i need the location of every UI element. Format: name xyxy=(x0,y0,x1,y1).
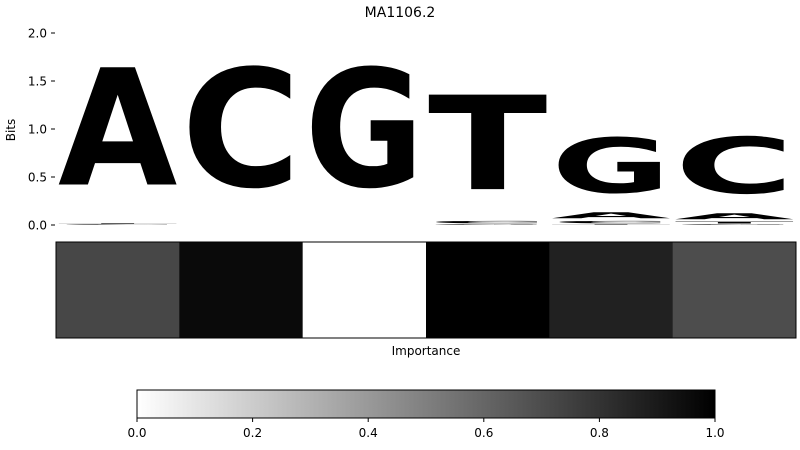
logo-letter-g: G xyxy=(675,224,794,225)
colorbar-ticks: 0.0 0.2 0.4 0.6 0.8 1.0 xyxy=(127,418,725,440)
colorbar-tick-label: 0.0 xyxy=(127,426,146,440)
logo-letter-g: G xyxy=(305,36,424,225)
logo-letter-g: G xyxy=(551,123,670,210)
logo-letter-t: T xyxy=(551,224,670,225)
heatmap-xlabel: Importance xyxy=(392,344,461,358)
logo-letter-a: A xyxy=(675,212,794,222)
logo-letter-c: C xyxy=(181,36,300,225)
y-tick-label: 2.0 xyxy=(28,27,47,41)
colorbar-gradient xyxy=(136,389,716,419)
logo-letter-c: C xyxy=(551,220,670,224)
logo-letter-t: T xyxy=(675,221,794,224)
logo-letter-c: C xyxy=(428,220,547,224)
logo-letter-a: A xyxy=(551,211,670,221)
importance-heatmap xyxy=(56,242,797,338)
y-axis-label: Bits xyxy=(4,119,18,142)
y-tick-label: 1.5 xyxy=(28,75,47,89)
heatmap-cell xyxy=(549,242,674,338)
y-tick-label: 0.5 xyxy=(28,171,47,185)
heatmap-cell xyxy=(302,242,427,338)
heatmap-cell xyxy=(56,242,180,338)
colorbar-tick-label: 1.0 xyxy=(705,426,724,440)
heatmap-cell xyxy=(179,242,304,338)
logo-letter-t: T xyxy=(58,223,177,224)
colorbar-tick-label: 0.4 xyxy=(359,426,378,440)
heatmap-cell xyxy=(672,242,797,338)
logo-letter-c: C xyxy=(58,224,177,225)
y-axis: 0.0 0.5 1.0 1.5 2.0 xyxy=(28,27,55,233)
logo-letter-a: A xyxy=(58,36,177,223)
colorbar-tick-label: 0.2 xyxy=(243,426,262,440)
heatmap-frame xyxy=(55,241,797,339)
colorbar-tick-label: 0.6 xyxy=(474,426,493,440)
logo-letter-t: T xyxy=(428,70,547,221)
logo-letter-c: C xyxy=(675,122,794,212)
y-tick-label: 0.0 xyxy=(28,219,47,233)
logo-title: MA1106.2 xyxy=(365,5,436,21)
y-tick-label: 1.0 xyxy=(28,123,47,137)
heatmap-cell xyxy=(426,242,550,338)
colorbar-tick-label: 0.8 xyxy=(590,426,609,440)
logo-letter-g: G xyxy=(428,224,547,225)
